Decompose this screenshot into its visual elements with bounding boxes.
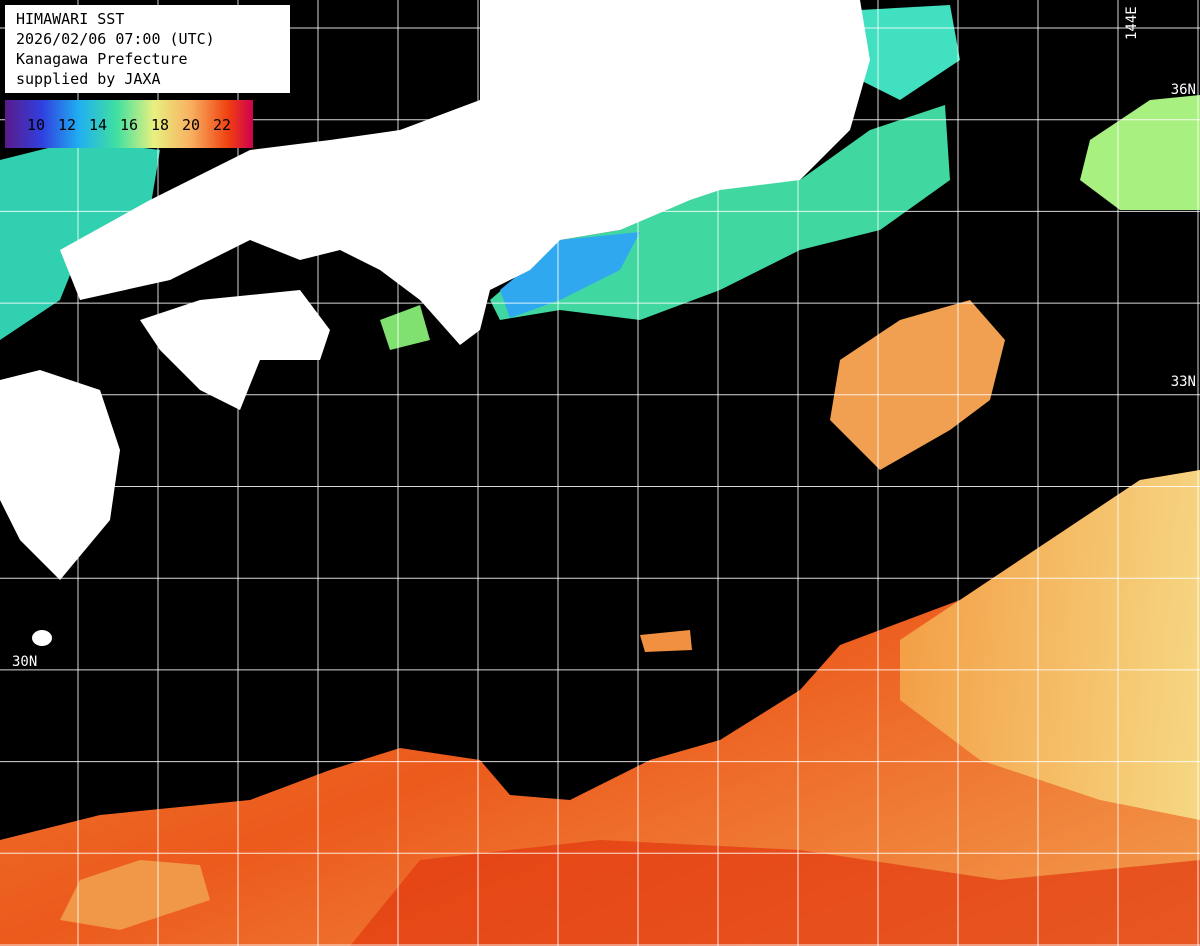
kyushu bbox=[0, 370, 120, 580]
colorbar-labels: 10 12 14 16 18 20 22 bbox=[27, 116, 231, 134]
header-line: HIMAWARI SST bbox=[16, 10, 124, 28]
cool-patch bbox=[380, 305, 430, 350]
colorbar-label: 10 bbox=[27, 116, 45, 134]
header-box bbox=[5, 5, 290, 93]
lon-label: 136E bbox=[484, 6, 500, 40]
colorbar-label: 22 bbox=[213, 116, 231, 134]
cool-north bbox=[860, 5, 960, 100]
warm-blob bbox=[830, 300, 1005, 470]
cool-ne bbox=[1080, 95, 1200, 210]
lat-label: 33N bbox=[1171, 374, 1196, 390]
colorbar-label: 16 bbox=[120, 116, 138, 134]
cool-coast bbox=[500, 232, 640, 318]
header-line: 2026/02/06 07:00 (UTC) bbox=[16, 30, 215, 48]
warm-water bbox=[0, 470, 1200, 946]
east-water bbox=[900, 470, 1200, 820]
header-line: supplied by JAXA bbox=[16, 70, 161, 88]
lat-label: 30N bbox=[12, 654, 37, 670]
warm-patch bbox=[640, 630, 692, 652]
colorbar bbox=[5, 100, 253, 148]
colorbar-label: 18 bbox=[151, 116, 169, 134]
island bbox=[32, 630, 52, 646]
lat-label: 36N bbox=[1171, 82, 1196, 98]
shikoku bbox=[140, 290, 330, 410]
warm-patch bbox=[60, 860, 210, 930]
colorbar-label: 14 bbox=[89, 116, 107, 134]
header-line: Kanagawa Prefecture bbox=[16, 50, 188, 68]
colorbar-label: 12 bbox=[58, 116, 76, 134]
land bbox=[0, 0, 870, 646]
lon-label: 144E bbox=[1124, 6, 1140, 40]
honshu bbox=[60, 0, 870, 345]
colorbar-label: 20 bbox=[182, 116, 200, 134]
warm-core bbox=[350, 840, 1200, 946]
